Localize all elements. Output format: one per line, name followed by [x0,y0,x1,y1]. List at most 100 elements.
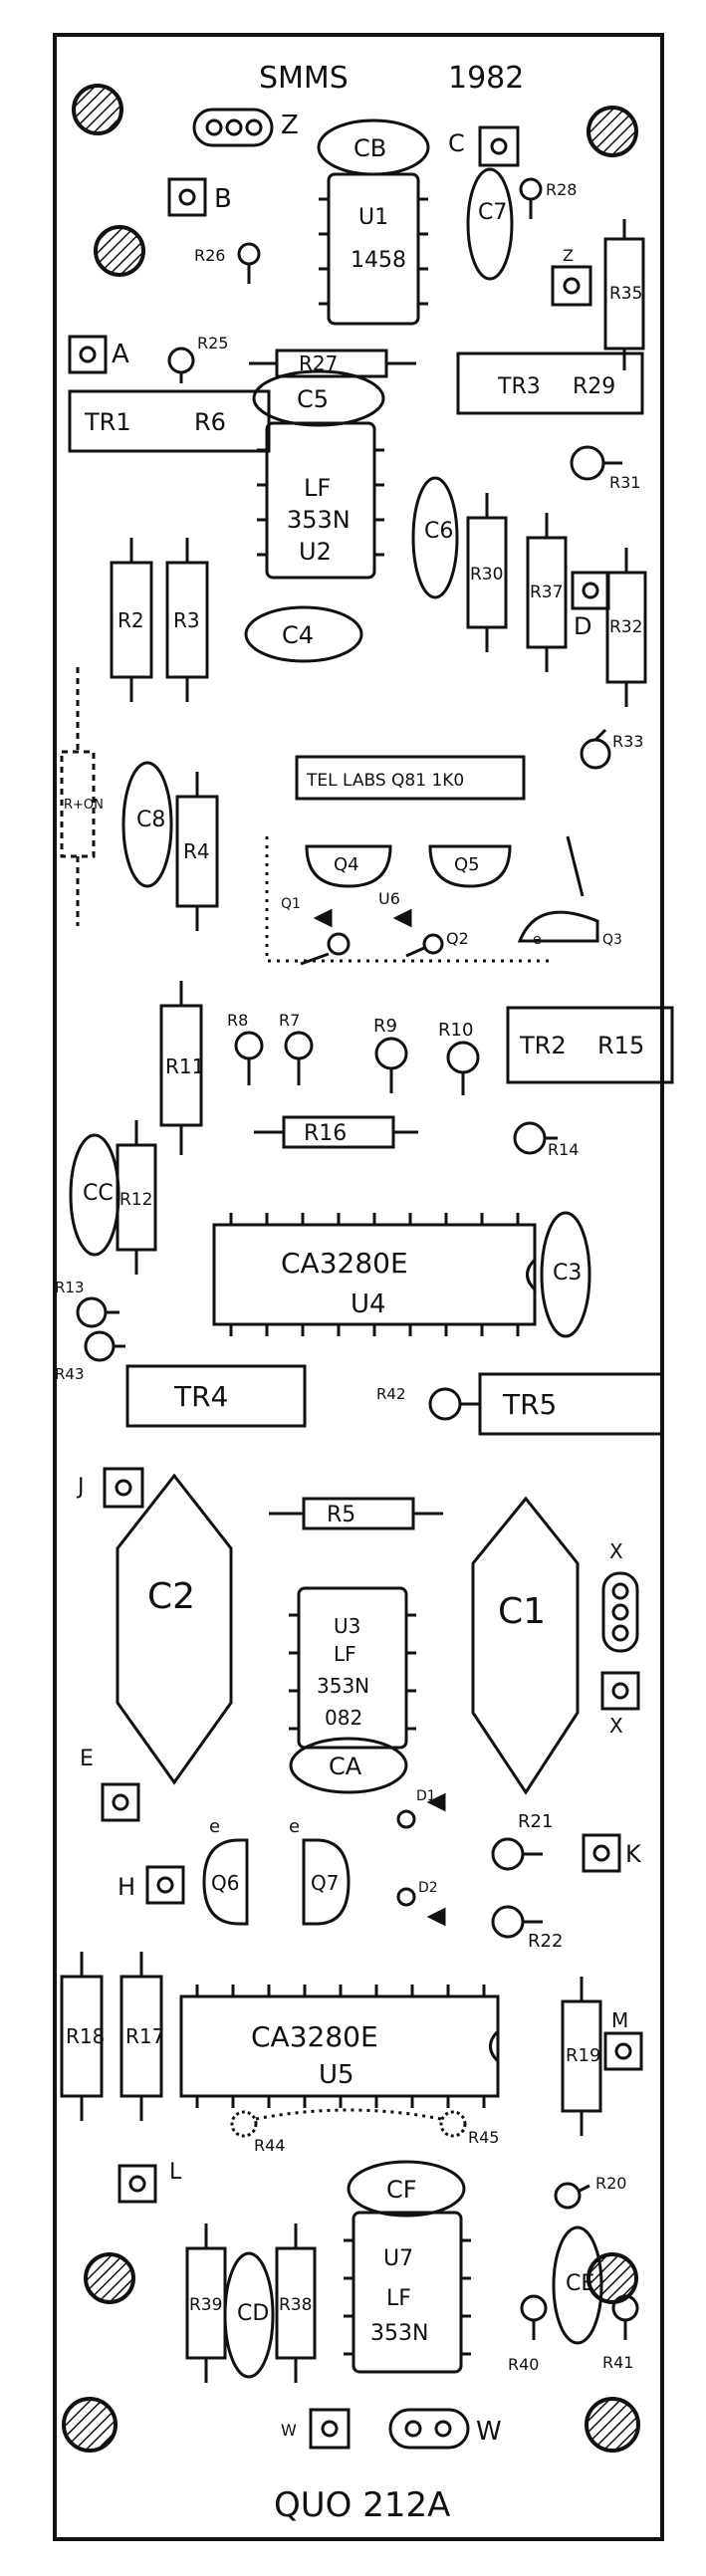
chip-u2-body [265,421,376,580]
mounting-hole-top-right [587,106,638,157]
label-u7-ref: U7 [383,2246,413,2271]
label-u2-part: LF [304,474,331,502]
pad-k [582,1833,621,1873]
mounting-hole-bottom-left [62,2397,118,2453]
label-r7: R7 [279,1011,300,1030]
transistor-q3-shape [517,910,599,943]
label-pad-z2: Z [563,246,574,265]
pad-x2 [600,1671,640,1711]
label-cap-c4: C4 [282,621,314,649]
label-trim-tr4: TR4 [173,1380,228,1413]
label-trim-tr2: TR2 [519,1032,567,1059]
connector-z-top [192,108,274,147]
label-res-r18: R18 [66,2024,105,2048]
board-outline [53,33,664,2541]
trimmer-tr4-shape [125,1364,307,1428]
label-cap-cb: CB [353,134,386,162]
label-u2-ref: U2 [299,538,332,566]
label-res-r39: R39 [189,2295,222,2315]
label-r31: R31 [609,473,640,492]
label-cap-cd: CD [237,2301,269,2326]
label-r21: R21 [518,1811,553,1832]
label-u3-part: LF [334,1642,356,1666]
label-res-r3: R3 [173,608,200,632]
label-res-r5: R5 [327,1503,355,1527]
label-res-r16: R16 [304,1121,347,1146]
pad-e [101,1782,140,1822]
label-r40: R40 [508,2355,539,2374]
label-pad-j: J [76,1475,85,1500]
label-trim-r29: R29 [573,374,615,399]
label-q6: Q6 [211,1871,239,1895]
label-cap-c6: C6 [424,519,453,544]
label-u2-part2: 353N [287,506,351,534]
board-header-left: SMMS [259,61,349,96]
label-cap-ca: CA [329,1753,362,1780]
label-u4-part: CA3280E [281,1247,408,1280]
label-trim-r6: R6 [194,408,226,436]
label-cap-c3: C3 [553,1261,582,1286]
label-res-r30: R30 [470,565,503,585]
label-pad-h: H [118,1873,135,1901]
label-u3-ref: U3 [334,1614,360,1638]
resistor-r-on-shape [60,750,96,858]
mounting-hole-left-upper [94,225,145,277]
cap-cd-shape [223,2251,275,2379]
label-u1-part: 1458 [351,248,406,273]
chip-u1-body [327,172,420,326]
connector-w2 [388,2408,470,2450]
label-trim-tr5: TR5 [502,1388,557,1421]
label-res-r27: R27 [299,351,338,375]
label-u4-ref: U4 [351,1289,386,1319]
label-r45: R45 [468,2128,499,2147]
label-q4: Q4 [334,854,359,875]
label-pad-k: K [625,1840,642,1868]
label-res-r2: R2 [118,608,144,632]
label-u3-part3: 082 [325,1706,362,1730]
cap-ca-shape [289,1737,408,1794]
cap-ce-shape [552,2225,603,2345]
label-r13: R13 [55,1279,85,1296]
label-pad-l: L [169,2160,182,2185]
label-trim-tr3: TR3 [497,374,541,399]
label-u5-ref: U5 [319,2060,354,2090]
cap-c1-shape [471,1496,580,1795]
pad-h [145,1865,185,1905]
pad-b [167,177,207,217]
transistor-q5-shape [428,844,512,888]
label-res-r-on: R+ON [64,798,104,813]
trimmer-tr2-shape [506,1006,674,1084]
label-r43: R43 [55,1365,85,1383]
pad-d [571,571,610,610]
label-u6: U6 [378,889,400,908]
maker-label-box [295,755,526,801]
transistor-q7-shape [302,1838,351,1926]
label-res-r19: R19 [566,2045,600,2066]
label-res-r17: R17 [125,2024,164,2048]
label-e1: e [533,932,542,948]
label-pad-x1: X [609,1539,623,1563]
board-header-right: 1982 [448,61,524,96]
trimmer-tr5-shape [478,1372,664,1436]
trimmer-tr1-shape [68,389,271,453]
label-r25: R25 [197,334,228,352]
label-pad-z: Z [281,111,299,140]
label-r42: R42 [376,1385,406,1403]
mounting-hole-bottom-mid-right [587,2252,638,2304]
label-trim-r15: R15 [597,1032,644,1059]
chip-u7-body [352,2211,463,2374]
transistor-q4-shape [305,844,392,888]
cap-c8-shape [121,761,173,888]
label-r33: R33 [612,732,643,751]
label-r10: R10 [438,1020,473,1041]
label-pad-w2: W [476,2417,502,2447]
cap-cf-shape [347,2160,466,2218]
label-r28: R28 [546,180,577,199]
label-e2: e [209,1816,220,1837]
label-r14: R14 [548,1140,579,1159]
label-res-r4: R4 [183,839,210,863]
label-cap-cc: CC [83,1181,114,1206]
label-pad-w1: W [281,2421,297,2440]
transistor-q6-shape [202,1838,249,1926]
label-res-r12: R12 [119,1190,152,1210]
